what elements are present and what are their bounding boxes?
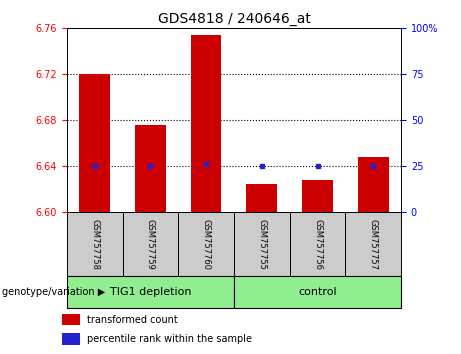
Bar — [290, 212, 345, 276]
Bar — [135, 125, 165, 212]
Text: TIG1 depletion: TIG1 depletion — [110, 287, 191, 297]
Text: transformed count: transformed count — [87, 315, 177, 325]
Bar — [178, 212, 234, 276]
Bar — [345, 212, 401, 276]
Bar — [247, 184, 277, 212]
Text: GSM757760: GSM757760 — [201, 219, 211, 270]
Text: GSM757756: GSM757756 — [313, 219, 322, 270]
Text: GSM757759: GSM757759 — [146, 219, 155, 270]
Text: GSM757758: GSM757758 — [90, 219, 99, 270]
Title: GDS4818 / 240646_at: GDS4818 / 240646_at — [158, 12, 310, 26]
Text: control: control — [298, 287, 337, 297]
Bar — [191, 35, 221, 212]
Text: GSM757757: GSM757757 — [369, 219, 378, 270]
Bar — [62, 314, 79, 325]
Bar — [67, 212, 123, 276]
Bar — [79, 74, 110, 212]
Bar — [234, 212, 290, 276]
Bar — [358, 157, 389, 212]
Bar — [302, 180, 333, 212]
Text: genotype/variation ▶: genotype/variation ▶ — [2, 287, 106, 297]
Bar — [67, 276, 234, 308]
Text: percentile rank within the sample: percentile rank within the sample — [87, 334, 252, 344]
Text: GSM757755: GSM757755 — [257, 219, 266, 270]
Bar — [123, 212, 178, 276]
Bar — [234, 276, 401, 308]
Bar — [62, 333, 79, 345]
